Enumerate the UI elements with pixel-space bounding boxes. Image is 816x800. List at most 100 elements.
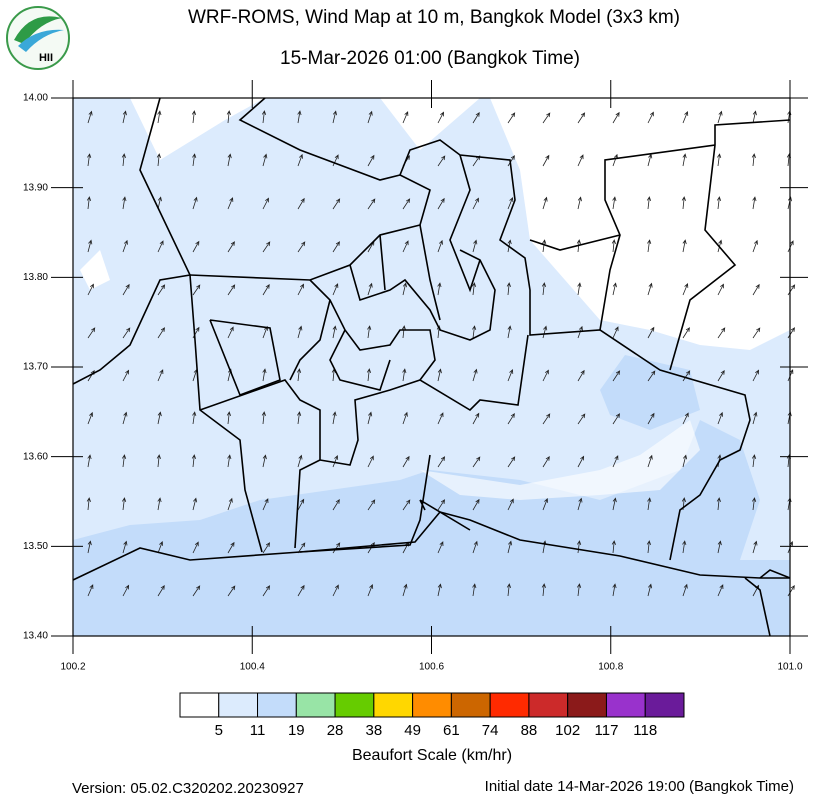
wind-arrow (87, 239, 93, 253)
district-border (209, 249, 496, 397)
colorbar-box (489, 692, 530, 718)
wind-arrow (682, 239, 687, 253)
colorbar-label: 28 (327, 722, 344, 739)
wind-arrow (227, 284, 236, 296)
axes: 13.40 13.50 13.60 13.70 13.80 13.90 14.00 100.2… (23, 80, 808, 673)
colorbar-label: 5 (215, 722, 223, 739)
wind-arrow (507, 155, 515, 167)
y-tick-label: 13.70 (23, 362, 48, 373)
wind-arrow (717, 327, 726, 339)
wind-arrow (332, 198, 341, 210)
wind-arrow (437, 155, 446, 167)
wind-arrow (122, 411, 128, 425)
wind-arrow (402, 240, 409, 253)
wind-arrow (87, 454, 92, 468)
wind-arrow (542, 497, 549, 511)
wind-arrow (541, 583, 546, 597)
wind-arrow (87, 153, 92, 167)
wind-arrow (472, 498, 480, 511)
wind-arrow (227, 241, 235, 253)
wind-arrow (507, 413, 515, 425)
wind-arrow (682, 540, 687, 554)
wind-arrow (367, 154, 375, 167)
colorbar-label: 118 (633, 722, 657, 739)
district-border (744, 569, 791, 637)
wind-arrow (262, 542, 271, 554)
wind-arrow (472, 197, 479, 210)
wind-arrow (332, 241, 340, 253)
wind-arrow (367, 455, 374, 468)
wind-arrow (682, 111, 689, 124)
wind-arrow (507, 498, 514, 511)
wind-arrow (367, 499, 376, 511)
wind-arrow (297, 241, 306, 253)
wind-arrow (157, 497, 162, 511)
wind-arrow (751, 454, 757, 468)
wind-arrow (647, 412, 655, 425)
wind-arrow (752, 283, 760, 296)
wind-arrow (437, 499, 446, 511)
wind-arrow (752, 327, 761, 339)
wind-arrow (261, 411, 266, 425)
wind-arrow (472, 456, 481, 468)
wind-arrow (506, 282, 511, 296)
wind-arrow (192, 411, 197, 425)
wind-arrow (332, 325, 337, 339)
wind-arrow (157, 327, 165, 339)
wind-arrow (367, 411, 373, 425)
wind-arrow (542, 413, 551, 425)
wind-arrow (367, 282, 373, 296)
wind-arrow (262, 368, 267, 382)
colorbar-label: 88 (521, 722, 538, 739)
wind-arrow (261, 110, 267, 124)
wind-arrow (612, 455, 619, 468)
wind-arrow (437, 456, 446, 468)
wind-arrow (297, 325, 303, 339)
wind-arrow (472, 368, 478, 382)
y-tick-label: 13.80 (23, 272, 48, 283)
wind-arrow (192, 153, 197, 167)
colorbar-box (295, 692, 336, 718)
wind-arrow (647, 583, 653, 597)
wind-arrow (86, 497, 91, 511)
x-tick-label: 100.2 (60, 662, 85, 673)
wind-arrow (367, 110, 373, 124)
wind-arrow (332, 154, 339, 167)
logo: HII (6, 6, 70, 70)
colorbar: 5 11 19 28 38 49 61 74 88 102 117 118 (179, 692, 685, 739)
wind-arrow (577, 325, 583, 339)
wind-arrow (122, 327, 131, 339)
wind-arrow (192, 497, 198, 511)
wind-arrow (752, 540, 758, 554)
y-tick-label: 13.40 (23, 631, 48, 642)
wind-arrow (332, 499, 340, 511)
wind-arrow (717, 411, 723, 425)
wind-arrow (437, 541, 444, 554)
wind-arrow (577, 497, 583, 511)
wind-arrow (507, 540, 513, 554)
wind-arrow (157, 284, 166, 296)
y-tick-label: 13.90 (23, 182, 48, 193)
wind-arrow (647, 326, 655, 339)
wind-arrow (647, 111, 654, 124)
wind-arrow (682, 454, 688, 468)
colorbar-box (450, 692, 491, 718)
wind-arrow (612, 111, 620, 124)
wind-arrow (576, 583, 582, 597)
wind-arrow (612, 583, 617, 597)
version: Version: 05.02.C320202.20230927 (72, 780, 304, 797)
wind-arrow (787, 327, 795, 339)
wind-arrow (612, 413, 621, 425)
wind-arrow (156, 153, 161, 167)
wind-arrow (612, 282, 617, 296)
wind-arrow (121, 153, 126, 167)
wind-zone (73, 98, 130, 250)
wind-arrow (262, 197, 269, 210)
wind-arrow (542, 369, 549, 382)
wind-arrow (157, 369, 164, 382)
wind-arrow (157, 584, 165, 597)
wind-arrow (87, 327, 96, 339)
wind-arrow (402, 198, 411, 210)
logo-text: HII (39, 52, 53, 64)
